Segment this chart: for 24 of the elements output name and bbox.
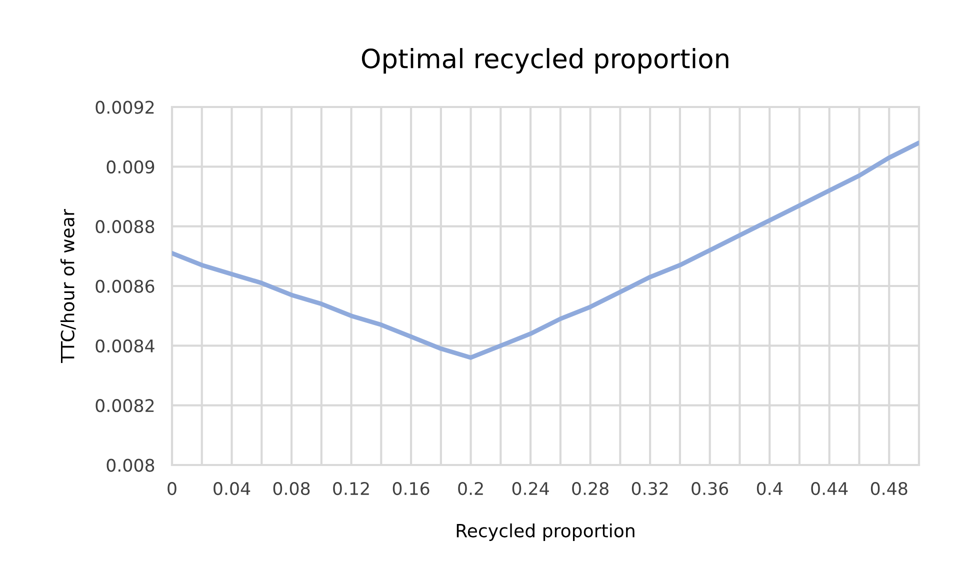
x-tick-label: 0.32 bbox=[632, 482, 668, 496]
y-axis-title: TTC/hour of wear bbox=[60, 209, 76, 364]
y-tick-label: 0.0082 bbox=[96, 399, 154, 412]
x-tick-label: 0.08 bbox=[273, 482, 310, 496]
y-tick-label: 0.0084 bbox=[96, 339, 154, 353]
x-tick-label: 0.36 bbox=[692, 482, 728, 496]
x-tick-label: 0.44 bbox=[811, 482, 848, 496]
x-axis-title: Recycled proportion bbox=[456, 523, 634, 541]
x-tick-label: 0 bbox=[168, 482, 176, 496]
x-tick-label: 0.48 bbox=[870, 482, 908, 496]
x-tick-label: 0.24 bbox=[512, 482, 549, 496]
x-tick-label: 0.16 bbox=[392, 482, 430, 496]
y-tick-label: 0.0092 bbox=[96, 100, 154, 114]
x-tick-label: 0.2 bbox=[458, 482, 483, 496]
line-series bbox=[172, 140, 919, 360]
x-tick-label: 0.12 bbox=[333, 482, 369, 496]
y-tick-label: 0.0088 bbox=[96, 220, 154, 234]
chart-title: Optimal recycled proportion bbox=[362, 48, 728, 74]
y-tick-label: 0.008 bbox=[106, 458, 154, 472]
y-tick-label: 0.0086 bbox=[96, 280, 154, 293]
y-tick-label: 0.009 bbox=[106, 160, 154, 174]
x-tick-label: 0.28 bbox=[572, 482, 608, 496]
x-tick-label: 0.04 bbox=[214, 482, 250, 496]
x-tick-label: 0.4 bbox=[756, 482, 782, 496]
